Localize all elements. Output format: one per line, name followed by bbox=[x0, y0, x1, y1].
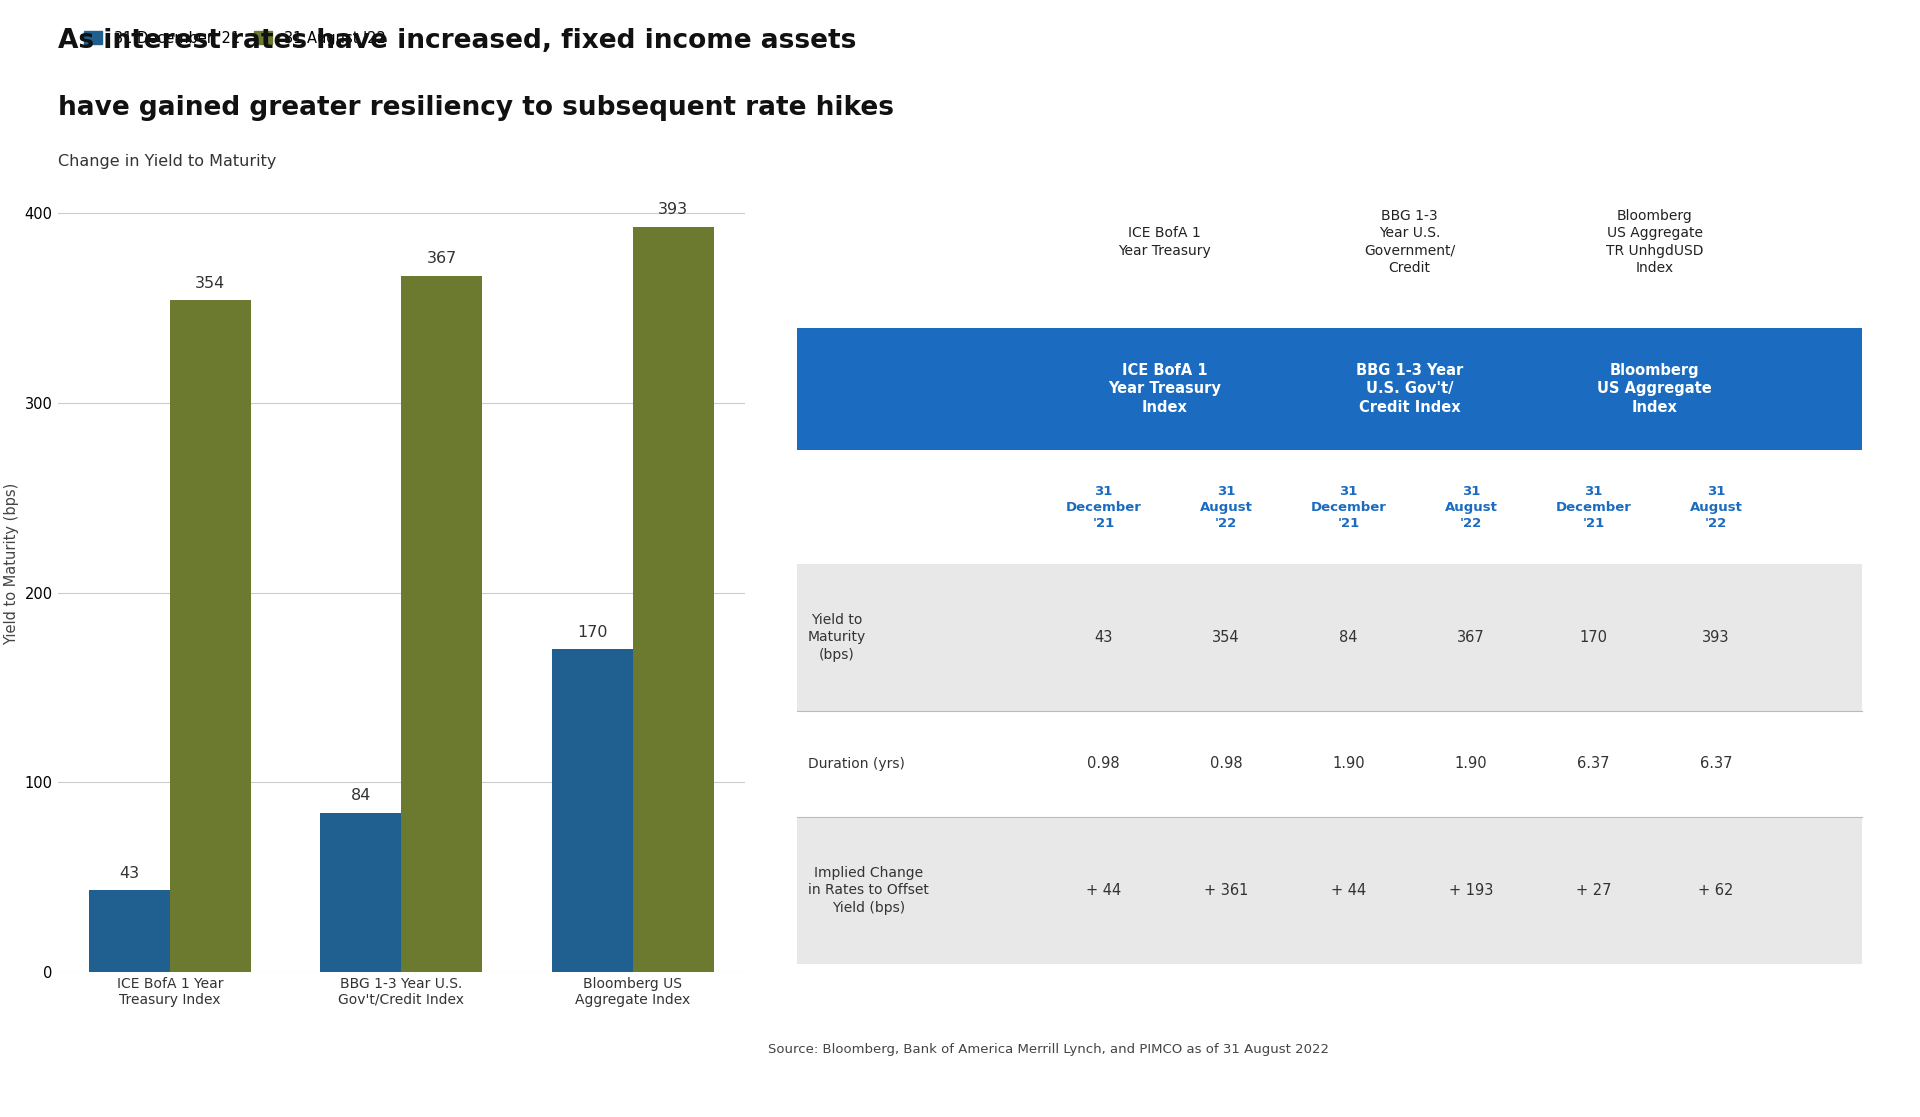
Text: 170: 170 bbox=[576, 624, 607, 640]
Text: 1.90: 1.90 bbox=[1332, 756, 1365, 772]
Text: Bloomberg
US Aggregate
Index: Bloomberg US Aggregate Index bbox=[1597, 363, 1713, 414]
Text: As interest rates have increased, fixed income assets: As interest rates have increased, fixed … bbox=[58, 28, 856, 54]
FancyBboxPatch shape bbox=[797, 710, 1862, 817]
Text: 31
August
'22: 31 August '22 bbox=[1200, 485, 1252, 529]
Bar bbox=[551, 649, 632, 972]
Text: 6.37: 6.37 bbox=[1576, 756, 1609, 772]
Text: + 361: + 361 bbox=[1204, 882, 1248, 898]
Text: 393: 393 bbox=[659, 202, 687, 217]
Text: Change in Yield to Maturity: Change in Yield to Maturity bbox=[58, 154, 276, 169]
Text: 0.98: 0.98 bbox=[1210, 756, 1242, 772]
Text: ICE BofA 1
Year Treasury: ICE BofA 1 Year Treasury bbox=[1117, 227, 1212, 258]
Y-axis label: Yield to Maturity (bps): Yield to Maturity (bps) bbox=[4, 483, 19, 646]
Text: 170: 170 bbox=[1580, 630, 1607, 645]
Text: + 27: + 27 bbox=[1576, 882, 1611, 898]
Text: 393: 393 bbox=[1703, 630, 1730, 645]
Text: 367: 367 bbox=[426, 251, 457, 266]
Text: 354: 354 bbox=[1212, 630, 1240, 645]
Text: + 62: + 62 bbox=[1699, 882, 1734, 898]
Text: BBG 1-3 Year
U.S. Gov't/
Credit Index: BBG 1-3 Year U.S. Gov't/ Credit Index bbox=[1356, 363, 1463, 414]
Text: 84: 84 bbox=[1340, 630, 1357, 645]
Bar bbox=[88, 890, 169, 972]
Text: 1.90: 1.90 bbox=[1455, 756, 1488, 772]
Text: 31
December
'21: 31 December '21 bbox=[1555, 485, 1632, 529]
FancyBboxPatch shape bbox=[797, 327, 1862, 450]
Bar bbox=[321, 812, 401, 972]
Text: Yield to
Maturity
(bps): Yield to Maturity (bps) bbox=[808, 613, 866, 661]
Text: ICE BofA 1
Year Treasury
Index: ICE BofA 1 Year Treasury Index bbox=[1108, 363, 1221, 414]
Text: 354: 354 bbox=[196, 276, 225, 292]
Text: 367: 367 bbox=[1457, 630, 1484, 645]
Text: + 44: + 44 bbox=[1087, 882, 1121, 898]
Text: 84: 84 bbox=[351, 787, 371, 803]
Legend: 31 December '21, 31 August '22: 31 December '21, 31 August '22 bbox=[79, 25, 392, 51]
FancyBboxPatch shape bbox=[797, 817, 1862, 964]
Bar bbox=[632, 227, 714, 972]
Text: 43: 43 bbox=[119, 866, 140, 881]
Bar bbox=[169, 300, 252, 972]
Text: 31
August
'22: 31 August '22 bbox=[1690, 485, 1741, 529]
Text: 43: 43 bbox=[1094, 630, 1114, 645]
Text: Bloomberg
US Aggregate
TR UnhgdUSD
Index: Bloomberg US Aggregate TR UnhgdUSD Index bbox=[1605, 209, 1703, 275]
Text: + 193: + 193 bbox=[1450, 882, 1494, 898]
Text: BBG 1-3
Year U.S.
Government/
Credit: BBG 1-3 Year U.S. Government/ Credit bbox=[1365, 209, 1455, 275]
Text: + 44: + 44 bbox=[1331, 882, 1367, 898]
Text: 0.98: 0.98 bbox=[1087, 756, 1119, 772]
FancyBboxPatch shape bbox=[797, 564, 1862, 710]
Text: 31
August
'22: 31 August '22 bbox=[1444, 485, 1498, 529]
FancyBboxPatch shape bbox=[797, 450, 1862, 564]
Text: Implied Change
in Rates to Offset
Yield (bps): Implied Change in Rates to Offset Yield … bbox=[808, 866, 929, 915]
Text: 31
December
'21: 31 December '21 bbox=[1311, 485, 1386, 529]
Bar bbox=[401, 276, 482, 972]
Text: 6.37: 6.37 bbox=[1699, 756, 1732, 772]
Text: 31
December
'21: 31 December '21 bbox=[1066, 485, 1142, 529]
Text: have gained greater resiliency to subsequent rate hikes: have gained greater resiliency to subseq… bbox=[58, 95, 893, 121]
Text: Duration (yrs): Duration (yrs) bbox=[808, 757, 904, 771]
Text: Source: Bloomberg, Bank of America Merrill Lynch, and PIMCO as of 31 August 2022: Source: Bloomberg, Bank of America Merri… bbox=[768, 1042, 1329, 1056]
